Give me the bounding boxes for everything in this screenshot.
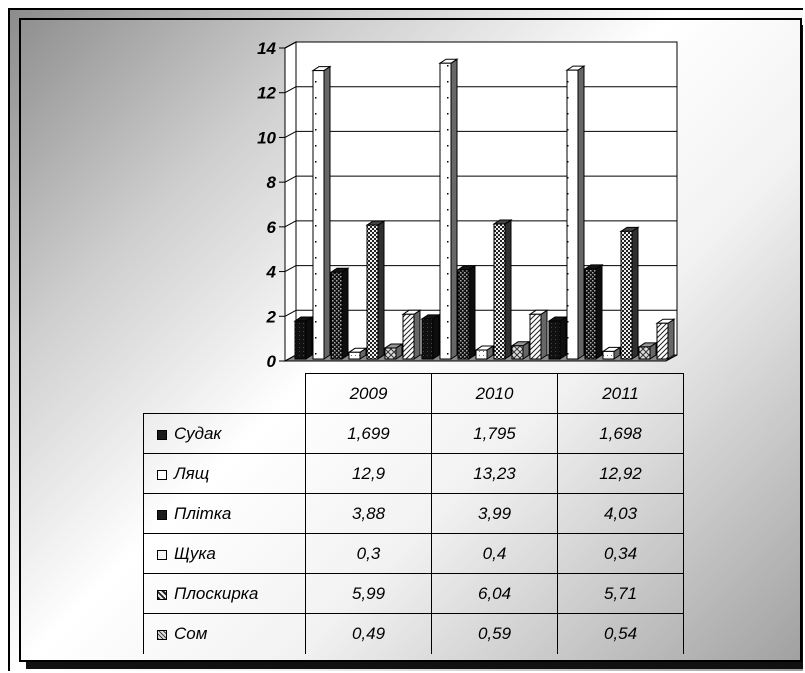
table-row: Плоскирка 5,99 6,04 5,71 bbox=[143, 573, 684, 614]
series-name: Сом bbox=[174, 623, 208, 643]
legend-key bbox=[157, 509, 167, 520]
table-corner bbox=[143, 373, 306, 414]
y-tick-label: 4 bbox=[266, 263, 277, 282]
legend-key bbox=[157, 469, 167, 480]
bar-6-2009 bbox=[401, 309, 422, 360]
data-label: 3,99 bbox=[431, 493, 558, 534]
bar-3-2011 bbox=[601, 346, 622, 360]
y-tick-label: 10 bbox=[257, 128, 276, 147]
y-tick-label: 6 bbox=[267, 218, 277, 237]
gridline-side bbox=[284, 41, 297, 49]
legend-key bbox=[157, 549, 167, 560]
legend-entry: Щука bbox=[143, 533, 306, 574]
legend-entry: Судак bbox=[143, 413, 306, 454]
data-label: 0,3 bbox=[305, 533, 432, 574]
y-tick-label: 8 bbox=[267, 173, 277, 192]
data-label: 5,99 bbox=[305, 573, 432, 614]
gridline-side bbox=[284, 309, 297, 317]
category-label: 2010 bbox=[431, 373, 558, 414]
data-table: 2009 2010 2011 Судак 1,699 1,795 1,698 Лящ 12,9 1… bbox=[143, 373, 684, 654]
bar-0-2010 bbox=[420, 313, 441, 360]
series-name: Щука bbox=[174, 543, 216, 563]
bar-1-2010 bbox=[438, 58, 459, 360]
bar-5-2009 bbox=[383, 343, 404, 360]
y-tick-label: 2 bbox=[266, 307, 277, 326]
data-label: 5,71 bbox=[557, 573, 684, 614]
gridline-side bbox=[284, 220, 297, 228]
bar-3-2009 bbox=[347, 347, 368, 360]
data-label: 0,34 bbox=[557, 533, 684, 574]
table-row: Сом 0,49 0,59 0,54 bbox=[143, 613, 684, 654]
y-tick-label: 14 bbox=[257, 39, 276, 58]
bar-1-2009 bbox=[311, 65, 332, 360]
gridline-side bbox=[284, 175, 297, 183]
gridline-side bbox=[284, 265, 297, 273]
bar-2-2010 bbox=[456, 264, 477, 360]
bar-1-2011 bbox=[565, 65, 586, 360]
data-label: 3,88 bbox=[305, 493, 432, 534]
table-header-row: 2009 2010 2011 bbox=[143, 373, 684, 414]
table-row: Лящ 12,9 13,23 12,92 bbox=[143, 453, 684, 494]
y-tick-label: 12 bbox=[257, 84, 276, 103]
bar-5-2011 bbox=[637, 341, 658, 360]
bar-3-2010 bbox=[474, 345, 495, 360]
bar-4-2010 bbox=[492, 219, 513, 360]
table-row: Плітка 3,88 3,99 4,03 bbox=[143, 493, 684, 534]
table-row: Судак 1,699 1,795 1,698 bbox=[143, 413, 684, 454]
table-row: Щука 0,3 0,4 0,34 bbox=[143, 533, 684, 574]
bar-6-2011 bbox=[655, 318, 676, 360]
bar-4-2011 bbox=[619, 226, 640, 360]
data-label: 0,4 bbox=[431, 533, 558, 574]
plot-back-wall bbox=[295, 41, 678, 356]
data-label: 6,04 bbox=[431, 573, 558, 614]
chart-frame: 0 2 4 6 8 10 12 14 2009 2010 2011 Судак 1,699 1,795 1… bbox=[8, 8, 803, 671]
legend-key bbox=[157, 629, 167, 640]
chart-plot: 0 2 4 6 8 10 12 14 bbox=[257, 39, 678, 371]
legend-key bbox=[157, 429, 167, 440]
data-label: 1,795 bbox=[431, 413, 558, 454]
bar-0-2009 bbox=[293, 316, 314, 360]
data-label: 13,23 bbox=[431, 453, 558, 494]
gridline-side bbox=[284, 130, 297, 138]
data-label: 0,59 bbox=[431, 613, 558, 654]
data-label: 0,54 bbox=[557, 613, 684, 654]
data-label: 0,49 bbox=[305, 613, 432, 654]
series-name: Лящ bbox=[174, 463, 210, 483]
bar-4-2009 bbox=[365, 220, 386, 360]
category-label: 2011 bbox=[557, 373, 684, 414]
data-label: 1,698 bbox=[557, 413, 684, 454]
series-name: Судак bbox=[174, 423, 222, 443]
chart-panel bbox=[19, 18, 802, 662]
legend-entry: Плоскирка bbox=[143, 573, 306, 614]
y-tick-label: 0 bbox=[267, 352, 277, 371]
legend-entry: Сом bbox=[143, 613, 306, 654]
data-label: 4,03 bbox=[557, 493, 684, 534]
bar-6-2010 bbox=[528, 309, 549, 360]
legend-key bbox=[157, 589, 167, 600]
gridline-side bbox=[284, 86, 297, 94]
bar-5-2010 bbox=[510, 340, 531, 360]
data-label: 12,92 bbox=[557, 453, 684, 494]
bar-0-2011 bbox=[547, 316, 568, 360]
category-label: 2009 bbox=[305, 373, 432, 414]
series-name: Плітка bbox=[174, 503, 232, 523]
legend-entry: Лящ bbox=[143, 453, 306, 494]
bar-2-2009 bbox=[329, 267, 350, 360]
legend-entry: Плітка bbox=[143, 493, 306, 534]
bar-2-2011 bbox=[583, 263, 604, 360]
data-label: 12,9 bbox=[305, 453, 432, 494]
data-label: 1,699 bbox=[305, 413, 432, 454]
series-name: Плоскирка bbox=[174, 583, 259, 603]
